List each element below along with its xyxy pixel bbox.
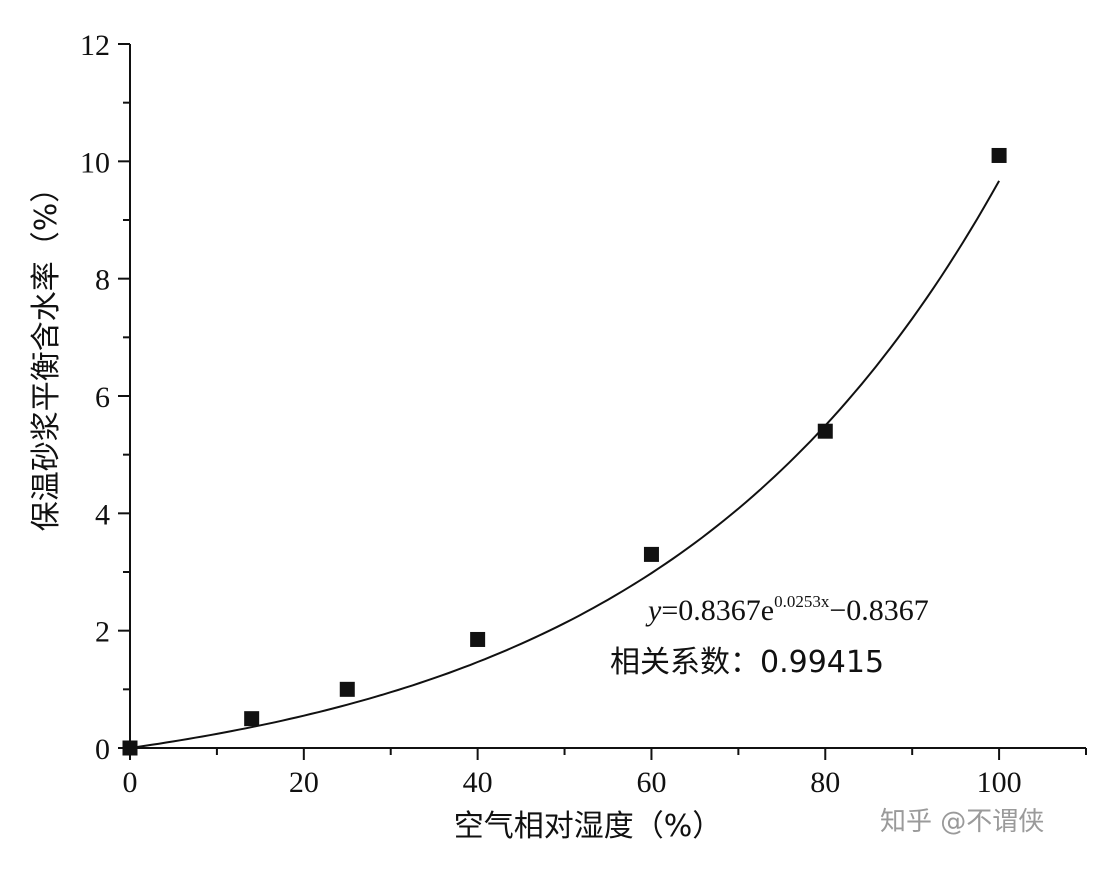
x-tick-label: 0 — [123, 766, 138, 799]
data-point — [122, 740, 138, 756]
y-tick-label: 12 — [80, 29, 110, 62]
data-point — [817, 423, 833, 439]
x-tick-label: 40 — [463, 766, 493, 799]
y-axis-title: 保温砂浆平衡含水率（%） — [29, 173, 64, 532]
data-point — [991, 147, 1007, 163]
data-points — [122, 147, 1007, 756]
data-point — [470, 631, 486, 647]
equation-suffix: −0.8367 — [829, 594, 928, 627]
y-tick-label: 6 — [95, 381, 110, 414]
data-point — [643, 546, 659, 562]
y-tick-label: 10 — [80, 146, 110, 179]
axes — [129, 44, 1086, 749]
correlation-label: 相关系数：0.99415 — [610, 645, 884, 680]
y-tick-label: 2 — [95, 616, 110, 649]
y-tick-label: 4 — [95, 498, 110, 531]
data-point — [244, 711, 260, 727]
fit-equation: y=0.8367e0.0253x−0.8367 — [645, 592, 929, 627]
fit-layer — [129, 180, 1000, 749]
fit-curve — [129, 180, 1000, 749]
y-tick-label: 0 — [95, 733, 110, 766]
x-tick-label: 100 — [977, 766, 1022, 799]
equation-mid: =0.8367e — [661, 594, 774, 627]
equation-var: y — [645, 594, 662, 627]
data-point — [339, 681, 355, 697]
x-tick-label: 20 — [289, 766, 319, 799]
x-tick-label: 80 — [810, 766, 840, 799]
watermark: 知乎 @不谓侠 — [880, 807, 1044, 837]
equation-exponent: 0.0253x — [774, 592, 830, 611]
x-axis-title: 空气相对湿度（%） — [454, 809, 723, 844]
y-tick-label: 8 — [95, 264, 110, 297]
x-tick-label: 60 — [636, 766, 666, 799]
ticks: 0 2 4 6 8 10 12 0 20 40 60 80 100 — [80, 29, 1087, 799]
